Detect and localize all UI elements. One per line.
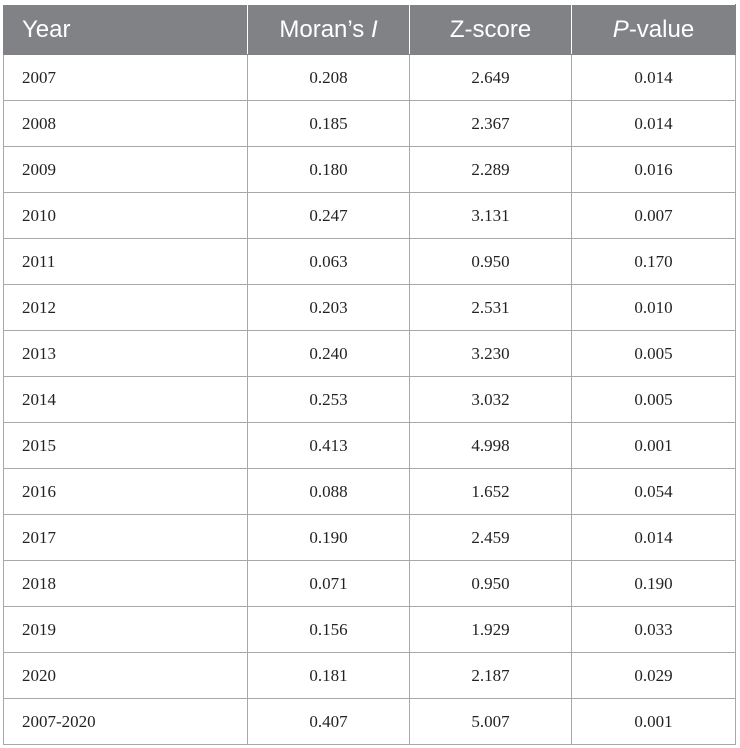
cell-p-value: 0.029 — [571, 652, 736, 699]
cell-z-score: 3.131 — [409, 192, 572, 239]
cell-p-value: 0.016 — [571, 146, 736, 193]
cell-year: 2018 — [3, 560, 248, 607]
cell-p-value: 0.001 — [571, 698, 736, 745]
cell-morans-i: 0.088 — [247, 468, 410, 515]
cell-morans-i: 0.413 — [247, 422, 410, 469]
cell-morans-i: 0.247 — [247, 192, 410, 239]
cell-morans-i: 0.063 — [247, 238, 410, 285]
table-row: 2013 0.240 3.230 0.005 — [3, 330, 736, 377]
cell-morans-i: 0.208 — [247, 54, 410, 101]
cell-morans-i: 0.071 — [247, 560, 410, 607]
cell-year: 2007-2020 — [3, 698, 248, 745]
cell-p-value: 0.033 — [571, 606, 736, 653]
cell-year: 2016 — [3, 468, 248, 515]
header-morans-italic: I — [370, 15, 378, 43]
header-year: Year — [3, 4, 248, 55]
table-row: 2016 0.088 1.652 0.054 — [3, 468, 736, 515]
cell-p-value: 0.190 — [571, 560, 736, 607]
cell-z-score: 2.367 — [409, 100, 572, 147]
cell-morans-i: 0.240 — [247, 330, 410, 377]
header-morans-prefix: Moran’s — [279, 15, 371, 43]
table-row: 2017 0.190 2.459 0.014 — [3, 514, 736, 561]
header-row: Year Moran’s I Z-score P-value — [3, 4, 736, 55]
header-z-score: Z-score — [409, 4, 572, 55]
cell-z-score: 3.032 — [409, 376, 572, 423]
cell-z-score: 0.950 — [409, 238, 572, 285]
cell-year: 2007 — [3, 54, 248, 101]
table-row: 2019 0.156 1.929 0.033 — [3, 606, 736, 653]
cell-z-score: 0.950 — [409, 560, 572, 607]
cell-z-score: 2.649 — [409, 54, 572, 101]
cell-p-value: 0.001 — [571, 422, 736, 469]
cell-morans-i: 0.156 — [247, 606, 410, 653]
table-row: 2011 0.063 0.950 0.170 — [3, 238, 736, 285]
cell-p-value: 0.007 — [571, 192, 736, 239]
cell-morans-i: 0.185 — [247, 100, 410, 147]
cell-p-value: 0.014 — [571, 54, 736, 101]
cell-p-value: 0.005 — [571, 330, 736, 377]
cell-year: 2012 — [3, 284, 248, 331]
morans-i-table-container: Year Moran’s I Z-score P-value 2007 0.208… — [3, 4, 736, 745]
cell-morans-i: 0.190 — [247, 514, 410, 561]
cell-z-score: 2.459 — [409, 514, 572, 561]
cell-z-score: 1.652 — [409, 468, 572, 515]
header-p-value: P-value — [571, 4, 736, 55]
cell-p-value: 0.005 — [571, 376, 736, 423]
cell-year: 2014 — [3, 376, 248, 423]
cell-z-score: 2.289 — [409, 146, 572, 193]
table-row: 2007 0.208 2.649 0.014 — [3, 54, 736, 101]
cell-year: 2009 — [3, 146, 248, 193]
table-row: 2018 0.071 0.950 0.190 — [3, 560, 736, 607]
table-row: 2014 0.253 3.032 0.005 — [3, 376, 736, 423]
cell-p-value: 0.014 — [571, 100, 736, 147]
cell-year: 2019 — [3, 606, 248, 653]
cell-morans-i: 0.253 — [247, 376, 410, 423]
cell-year: 2015 — [3, 422, 248, 469]
cell-morans-i: 0.181 — [247, 652, 410, 699]
cell-z-score: 4.998 — [409, 422, 572, 469]
table-row: 2010 0.247 3.131 0.007 — [3, 192, 736, 239]
cell-year: 2011 — [3, 238, 248, 285]
table-row: 2015 0.413 4.998 0.001 — [3, 422, 736, 469]
cell-year: 2008 — [3, 100, 248, 147]
cell-morans-i: 0.407 — [247, 698, 410, 745]
cell-p-value: 0.010 — [571, 284, 736, 331]
cell-morans-i: 0.203 — [247, 284, 410, 331]
cell-z-score: 2.531 — [409, 284, 572, 331]
cell-year: 2010 — [3, 192, 248, 239]
table-row: 2020 0.181 2.187 0.029 — [3, 652, 736, 699]
table-row: 2012 0.203 2.531 0.010 — [3, 284, 736, 331]
table-row: 2007-2020 0.407 5.007 0.001 — [3, 698, 736, 745]
cell-z-score: 1.929 — [409, 606, 572, 653]
cell-p-value: 0.054 — [571, 468, 736, 515]
cell-year: 2020 — [3, 652, 248, 699]
cell-year: 2017 — [3, 514, 248, 561]
cell-z-score: 5.007 — [409, 698, 572, 745]
cell-p-value: 0.170 — [571, 238, 736, 285]
cell-p-value: 0.014 — [571, 514, 736, 561]
cell-z-score: 2.187 — [409, 652, 572, 699]
morans-i-table: Year Moran’s I Z-score P-value 2007 0.208… — [3, 4, 736, 745]
header-morans-i: Moran’s I — [247, 4, 410, 55]
table-body: 2007 0.208 2.649 0.014 2008 0.185 2.367 0.014 20… — [3, 54, 736, 745]
header-p-suffix: -value — [628, 15, 695, 43]
table-row: 2008 0.185 2.367 0.014 — [3, 100, 736, 147]
cell-z-score: 3.230 — [409, 330, 572, 377]
table-row: 2009 0.180 2.289 0.016 — [3, 146, 736, 193]
cell-year: 2013 — [3, 330, 248, 377]
header-p-italic: P — [612, 15, 629, 43]
cell-morans-i: 0.180 — [247, 146, 410, 193]
table-header: Year Moran’s I Z-score P-value — [3, 4, 736, 55]
